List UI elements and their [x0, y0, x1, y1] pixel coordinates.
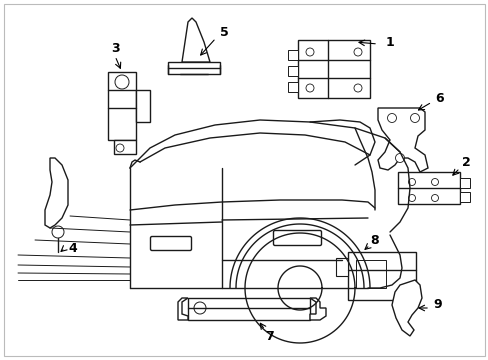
Bar [459, 178, 469, 188]
Text: 5: 5 [219, 26, 228, 39]
Bar [347, 252, 415, 300]
Text: 7: 7 [265, 329, 274, 342]
Bar [136, 90, 150, 122]
Text: 4: 4 [68, 242, 77, 255]
Bar [287, 50, 297, 60]
Polygon shape [182, 18, 209, 62]
Circle shape [194, 302, 205, 314]
Bar [459, 192, 469, 202]
Circle shape [386, 113, 396, 122]
Text: 2: 2 [461, 156, 469, 168]
Text: 3: 3 [110, 41, 119, 54]
Polygon shape [309, 298, 325, 320]
Bar [287, 66, 297, 76]
Circle shape [353, 48, 361, 56]
Circle shape [430, 179, 438, 185]
Polygon shape [178, 298, 187, 320]
Bar [108, 72, 136, 140]
Polygon shape [45, 158, 68, 228]
Circle shape [305, 48, 313, 56]
Text: 8: 8 [370, 234, 379, 247]
Circle shape [116, 144, 124, 152]
Text: 9: 9 [433, 298, 442, 311]
Bar [397, 172, 459, 204]
Circle shape [409, 113, 419, 122]
Circle shape [407, 179, 415, 185]
Circle shape [52, 226, 64, 238]
Bar [168, 62, 220, 74]
Circle shape [115, 75, 129, 89]
Circle shape [430, 194, 438, 202]
FancyBboxPatch shape [150, 237, 191, 251]
Circle shape [353, 84, 361, 92]
Text: 1: 1 [385, 36, 393, 49]
Bar [297, 40, 369, 98]
Text: 6: 6 [435, 91, 444, 104]
Circle shape [305, 84, 313, 92]
Bar [187, 298, 309, 320]
Bar [355, 260, 385, 288]
Circle shape [395, 153, 404, 162]
FancyBboxPatch shape [273, 230, 321, 246]
Circle shape [407, 194, 415, 202]
Bar [335, 258, 347, 276]
Bar [287, 82, 297, 92]
Polygon shape [391, 280, 421, 336]
Polygon shape [377, 108, 427, 172]
Bar [114, 140, 136, 154]
